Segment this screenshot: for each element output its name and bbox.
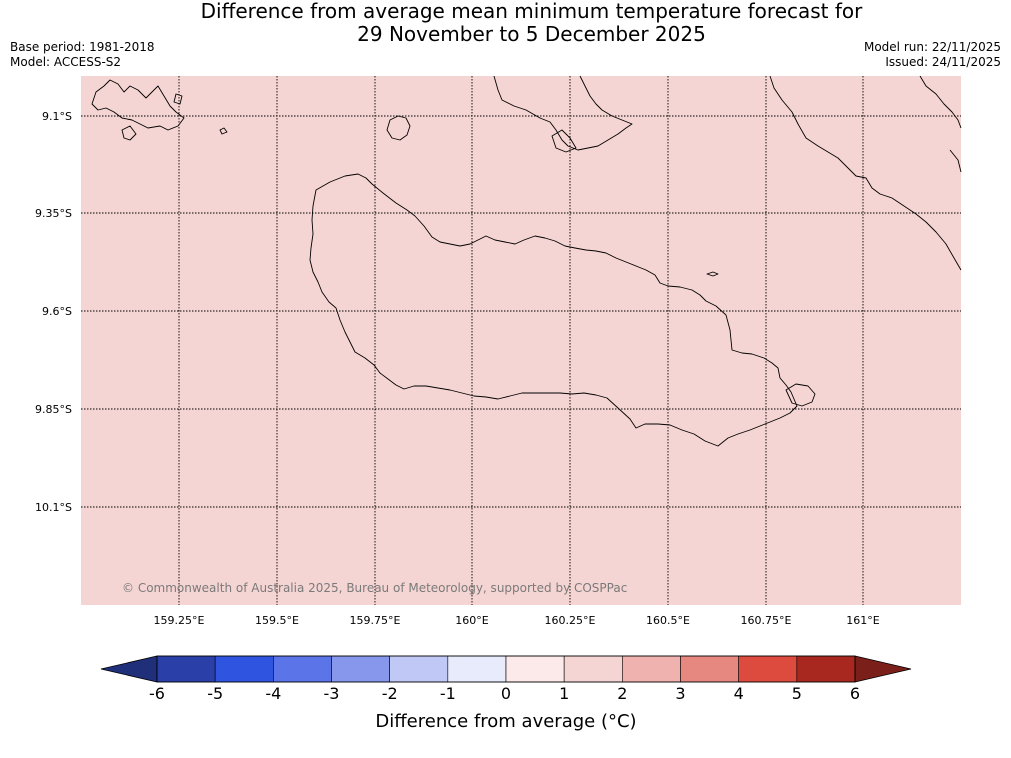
colorbar-tick-label: 4: [734, 684, 744, 703]
lat-tick-label: 9.35°S: [35, 207, 72, 220]
issued-label: Issued: 24/11/2025: [885, 55, 1001, 69]
colorbar-cell: [447, 655, 507, 683]
colorbar-frame: [156, 655, 856, 683]
meta-right: Model run: 22/11/2025 Issued: 24/11/2025: [864, 40, 1001, 70]
colorbar-cell: [273, 655, 332, 683]
colorbar-cell: [156, 655, 216, 683]
coastline-east-cape: [785, 383, 816, 407]
coastline-far-northeast: [919, 75, 962, 129]
title-line-1: Difference from average mean minimum tem…: [200, 0, 863, 23]
map-title: Difference from average mean minimum tem…: [0, 0, 1011, 46]
colorbar-tick-label: -6: [149, 684, 165, 703]
colorbar-tick-label: 3: [675, 684, 685, 703]
coastline-northeast: [769, 75, 962, 271]
colorbar-cell: [331, 655, 390, 683]
colorbar-cell: [389, 655, 449, 683]
coastline-east-edge: [949, 149, 962, 173]
lon-tick-label: 160.5°E: [646, 614, 690, 627]
coastline-islet-east: [706, 271, 719, 277]
colorbar-tick-label: 0: [501, 684, 511, 703]
lon-tick-label: 159.5°E: [255, 614, 299, 627]
colorbar-low-extend: [100, 655, 158, 683]
lon-tick-label: 159.25°E: [154, 614, 205, 627]
coastline-northwest-islet-2: [219, 127, 228, 135]
colorbar-cell: [680, 655, 739, 683]
lat-tick-label: 10.1°S: [35, 501, 72, 514]
copyright-notice: © Commonwealth of Australia 2025, Bureau…: [122, 581, 627, 595]
coastline-north-central: [493, 75, 633, 151]
map-background: [81, 76, 961, 605]
model-run-label: Model run: 22/11/2025: [863, 40, 1001, 54]
lat-tick-label: 9.6°S: [42, 305, 72, 318]
colorbar-cell: [563, 655, 623, 683]
colorbar-cell: [214, 655, 274, 683]
colorbar-tick-label: 5: [792, 684, 802, 703]
colorbar-cell: [738, 655, 798, 683]
lat-tick-label: 9.1°S: [42, 110, 72, 123]
title-line-2: 29 November to 5 December 2025: [357, 22, 706, 46]
colorbar-tick-label: -3: [324, 684, 340, 703]
colorbar-tick-label: -2: [382, 684, 398, 703]
coastline-northwest: [91, 79, 185, 131]
meta-left: Base period: 1981-2018 Model: ACCESS-S2: [10, 40, 155, 70]
colorbar-tick-label: -4: [265, 684, 281, 703]
lon-tick-label: 159.75°E: [350, 614, 401, 627]
coastline-northwest-islet-3: [173, 93, 183, 105]
colorbar-cell: [796, 655, 856, 683]
coastline-north-central-islet: [551, 129, 577, 153]
colorbar-tick-label: 2: [617, 684, 627, 703]
model-label: Model: ACCESS-S2: [10, 55, 122, 69]
colorbar-tick-label: -5: [207, 684, 223, 703]
colorbar-label: Difference from average (°C): [375, 711, 636, 732]
colorbar: -6 -5 -4 -3 -2 -1 0 1 2 3 4 5 6 Differen…: [100, 655, 912, 732]
coastline-islet-north: [386, 115, 411, 141]
lat-tick-label: 9.85°S: [35, 403, 72, 416]
colorbar-high-extend: [854, 655, 912, 683]
colorbar-tick-label: 6: [850, 684, 860, 703]
lon-tick-label: 160°E: [455, 614, 488, 627]
colorbar-cell: [505, 655, 565, 683]
colorbar-tick-label: 1: [559, 684, 569, 703]
lon-tick-label: 161°E: [846, 614, 879, 627]
colorbar-tick-label: -1: [440, 684, 456, 703]
coastline-main-island: [309, 173, 798, 447]
base-period-label: Base period: 1981-2018: [10, 40, 155, 54]
lon-tick-label: 160.25°E: [545, 614, 596, 627]
coastline-northwest-islet-1: [121, 125, 137, 141]
colorbar-cell: [622, 655, 681, 683]
lon-tick-label: 160.75°E: [741, 614, 792, 627]
